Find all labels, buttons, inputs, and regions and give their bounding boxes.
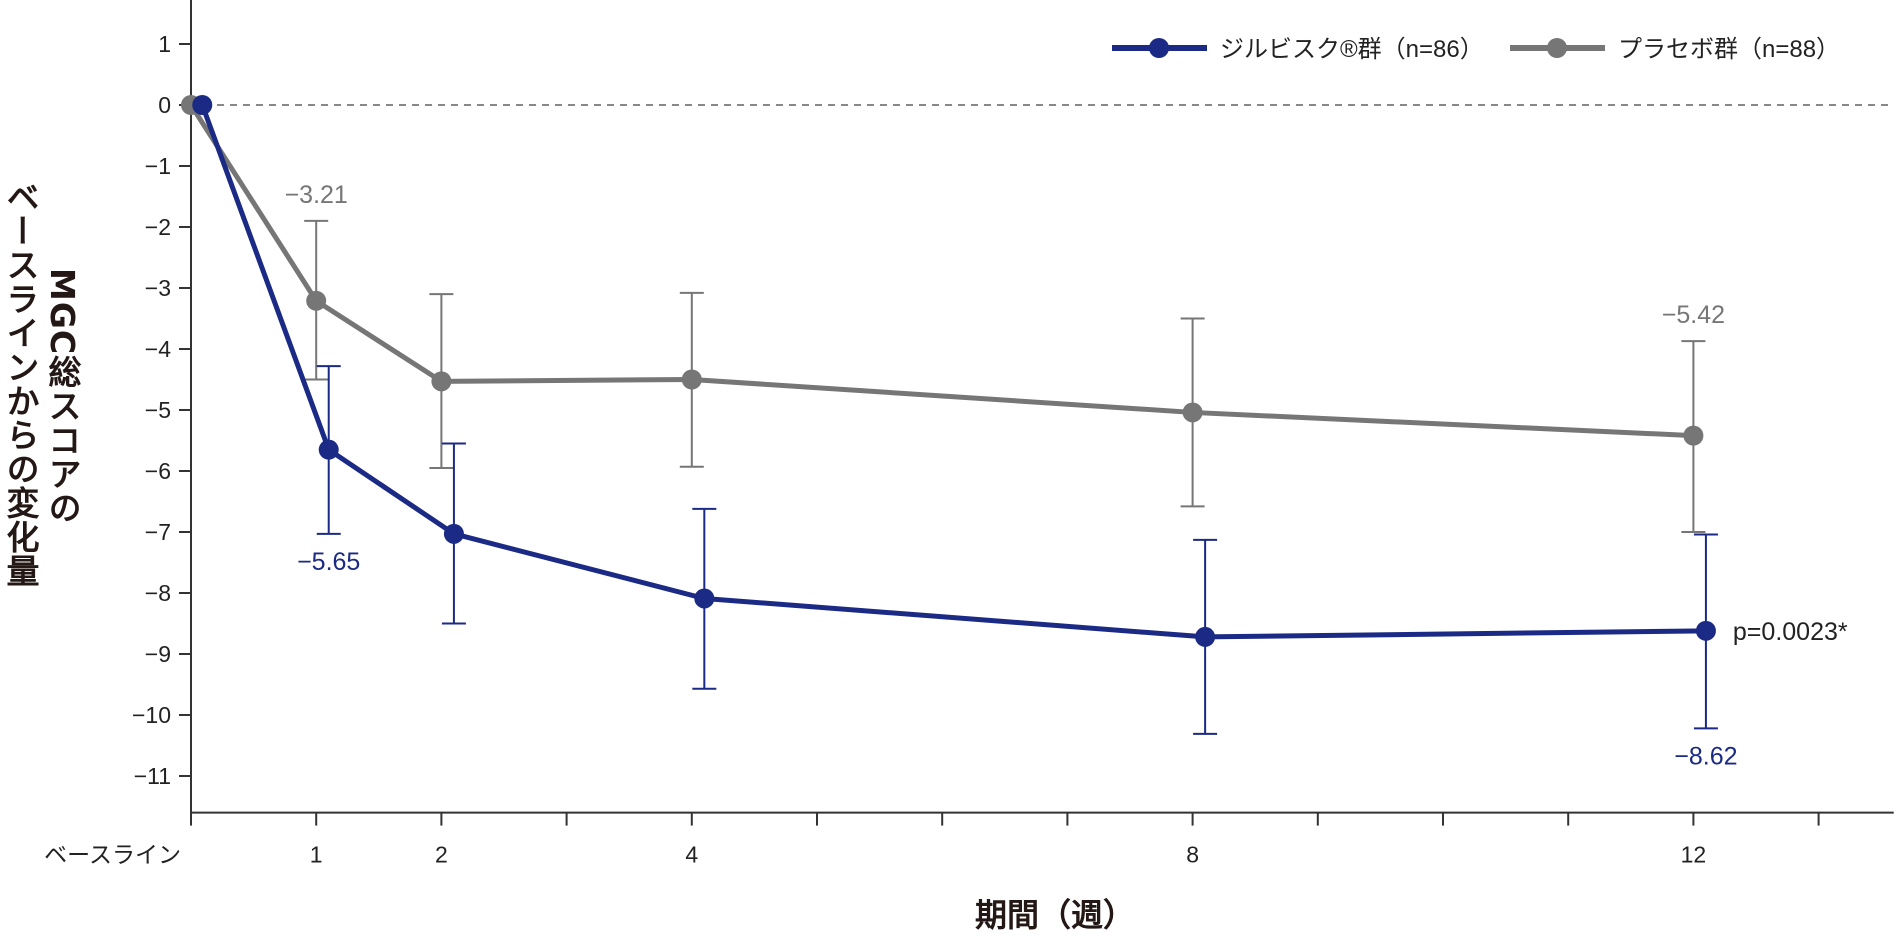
data-point-1 <box>1182 402 1203 423</box>
y-tick-label: −6 <box>145 458 171 484</box>
series-line-1 <box>188 103 1694 439</box>
legend-label-0: ジルビスク®群（n=86） <box>1220 36 1484 63</box>
data-annotation: p=0.0023* <box>1733 618 1848 646</box>
legend-marker-0 <box>1149 38 1169 58</box>
data-point-1 <box>1683 425 1704 446</box>
data-annotation: −8.62 <box>1674 742 1737 770</box>
data-annotation: −3.21 <box>285 181 348 209</box>
data-point-0 <box>1195 626 1216 647</box>
y-axis-label-line-2: ベースラインからの変化量 <box>1 180 40 588</box>
data-point-1 <box>681 369 702 390</box>
legend-marker-1 <box>1547 38 1567 58</box>
legend-label-1: プラセボ群（n=88） <box>1618 36 1840 63</box>
data-point-0 <box>1695 620 1716 641</box>
y-tick-label: 0 <box>158 92 171 118</box>
data-point-1 <box>431 371 452 392</box>
data-annotation: −5.65 <box>297 548 360 576</box>
y-tick-label: −1 <box>145 153 171 179</box>
x-tick-label: 1 <box>310 842 323 868</box>
data-annotation: −5.42 <box>1662 301 1725 329</box>
x-tick-label: 4 <box>685 842 698 868</box>
y-tick-label: −3 <box>145 275 171 301</box>
data-point-1 <box>306 290 327 311</box>
data-point-0 <box>694 588 715 609</box>
x-tick-label: 8 <box>1186 842 1199 868</box>
x-tick-label: ベースライン <box>44 842 181 868</box>
y-tick-label: −5 <box>145 397 171 423</box>
y-tick-label: −8 <box>145 580 171 606</box>
y-tick-label: −11 <box>134 763 171 789</box>
x-axis-label: 期間（週） <box>975 896 1136 934</box>
y-tick-label: −7 <box>145 519 171 545</box>
y-tick-label: −4 <box>145 336 171 362</box>
x-tick-label: 2 <box>435 842 448 868</box>
data-point-0 <box>443 523 464 544</box>
y-tick-label: −2 <box>145 214 171 240</box>
y-axis-label-line-1: MGC総スコアの <box>43 268 82 526</box>
y-tick-label: −9 <box>145 641 171 667</box>
data-point-0 <box>318 439 339 460</box>
y-tick-label: 1 <box>158 31 171 57</box>
x-tick-label: 12 <box>1681 842 1707 868</box>
data-point-0 <box>192 95 213 115</box>
y-tick-label: −10 <box>132 702 171 728</box>
series-line-0 <box>199 104 1706 640</box>
